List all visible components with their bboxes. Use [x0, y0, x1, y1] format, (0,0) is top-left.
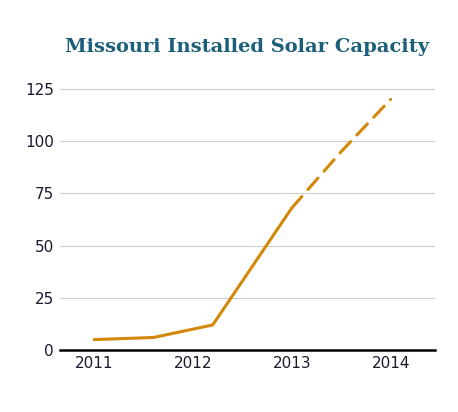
Title: Missouri Installed Solar Capacity: Missouri Installed Solar Capacity [65, 38, 430, 56]
